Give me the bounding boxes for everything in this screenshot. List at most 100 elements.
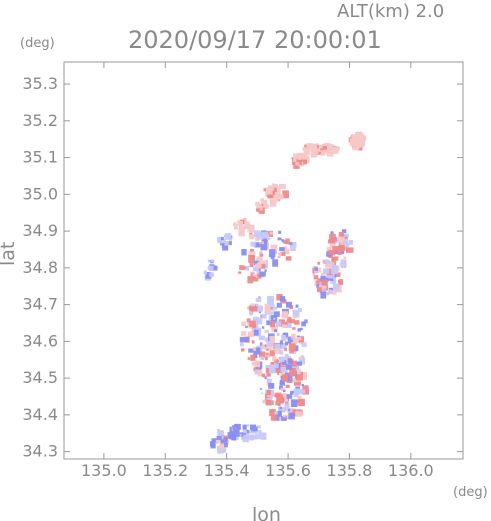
velocity-cell xyxy=(279,350,284,355)
velocity-cell xyxy=(285,341,289,346)
velocity-cell xyxy=(269,231,273,235)
y-tick-label: 34.4 xyxy=(22,405,58,424)
velocity-cell xyxy=(258,432,265,439)
velocity-cell xyxy=(275,321,282,327)
velocity-cell xyxy=(269,365,276,374)
velocity-cell xyxy=(260,388,263,390)
velocity-cell xyxy=(317,278,324,285)
velocity-cell xyxy=(271,325,279,332)
velocity-cell xyxy=(270,362,274,365)
y-tick-label: 35.1 xyxy=(22,148,58,167)
velocity-cell xyxy=(279,406,282,409)
velocity-cell xyxy=(283,332,287,335)
velocity-cell xyxy=(229,430,236,440)
velocity-cell xyxy=(251,249,254,252)
velocity-cell xyxy=(320,275,326,282)
axis-ticks xyxy=(64,62,463,459)
velocity-cell xyxy=(284,321,288,325)
velocity-cell xyxy=(340,262,345,267)
velocity-cell xyxy=(248,227,251,230)
velocity-cell xyxy=(285,384,290,388)
velocity-cell xyxy=(280,252,286,256)
velocity-cell xyxy=(348,239,354,245)
velocity-cell xyxy=(223,234,228,238)
velocity-cell xyxy=(255,258,258,261)
velocity-cell xyxy=(283,246,288,250)
velocity-cell xyxy=(270,307,273,310)
velocity-cell xyxy=(277,185,281,189)
velocity-cell xyxy=(351,136,358,144)
x-tick-label: 135.2 xyxy=(142,461,188,480)
velocity-cell xyxy=(220,236,224,241)
velocity-cell xyxy=(279,379,285,385)
velocity-cell xyxy=(247,276,254,284)
velocity-cell xyxy=(302,389,310,395)
velocity-cell xyxy=(326,268,333,276)
velocity-cell xyxy=(332,146,338,152)
velocity-cell xyxy=(293,153,299,160)
velocity-cell xyxy=(280,388,285,392)
velocity-cell xyxy=(284,403,290,410)
velocity-cell xyxy=(288,408,291,412)
velocity-cell xyxy=(234,225,238,230)
velocity-cell xyxy=(269,335,275,343)
velocity-cell xyxy=(266,237,271,241)
velocity-cell xyxy=(257,273,261,277)
velocity-cell xyxy=(236,220,240,224)
velocity-cell xyxy=(253,347,257,351)
velocity-cell xyxy=(355,132,362,138)
velocity-cell xyxy=(257,275,262,279)
velocity-cell xyxy=(295,162,300,166)
velocity-cell xyxy=(292,327,296,330)
velocity-cell xyxy=(280,342,287,350)
velocity-cell xyxy=(281,360,287,366)
velocity-cell xyxy=(268,398,272,401)
velocity-cell xyxy=(303,159,307,165)
velocity-cell xyxy=(265,368,270,373)
velocity-cell xyxy=(325,292,330,296)
velocity-cell xyxy=(283,415,286,418)
velocity-cell xyxy=(315,280,319,284)
velocity-cell xyxy=(319,285,325,290)
velocity-cell xyxy=(284,348,287,351)
altitude-label: ALT(km) 2.0 xyxy=(337,1,444,22)
velocity-cell xyxy=(298,357,306,365)
velocity-cell xyxy=(272,259,279,267)
velocity-cell xyxy=(247,331,255,337)
velocity-cell xyxy=(295,411,302,417)
velocity-cell xyxy=(258,232,264,240)
velocity-cell xyxy=(321,272,325,276)
velocity-cell xyxy=(257,203,262,208)
velocity-cell xyxy=(360,133,364,137)
velocity-cell xyxy=(294,378,301,386)
velocity-cell xyxy=(274,306,278,310)
velocity-cell xyxy=(274,348,282,354)
velocity-cell xyxy=(279,183,286,189)
velocity-cell xyxy=(313,275,319,280)
velocity-cell xyxy=(269,321,275,328)
velocity-cell xyxy=(266,371,271,377)
velocity-cell xyxy=(331,251,335,256)
velocity-cell xyxy=(274,393,279,398)
velocity-cell xyxy=(233,429,240,437)
velocity-cell xyxy=(239,226,242,228)
velocity-cell xyxy=(346,247,354,253)
velocity-cell xyxy=(282,190,289,199)
x-unit-label: (deg) xyxy=(453,485,488,500)
velocity-cell xyxy=(247,357,251,360)
velocity-cell xyxy=(229,238,233,241)
velocity-cell xyxy=(278,193,284,200)
velocity-cell xyxy=(255,235,260,242)
x-tick-label: 135.6 xyxy=(265,461,311,480)
velocity-cell xyxy=(265,348,269,351)
velocity-cell xyxy=(220,243,223,246)
velocity-cell xyxy=(325,261,332,268)
velocity-cell xyxy=(271,185,277,192)
velocity-cell xyxy=(309,144,312,147)
velocity-cell xyxy=(260,307,263,310)
velocity-cell xyxy=(282,324,287,328)
velocity-cell xyxy=(344,233,349,237)
velocity-cell xyxy=(241,249,247,256)
velocity-cell xyxy=(248,224,255,233)
x-tick-label: 135.8 xyxy=(327,461,373,480)
